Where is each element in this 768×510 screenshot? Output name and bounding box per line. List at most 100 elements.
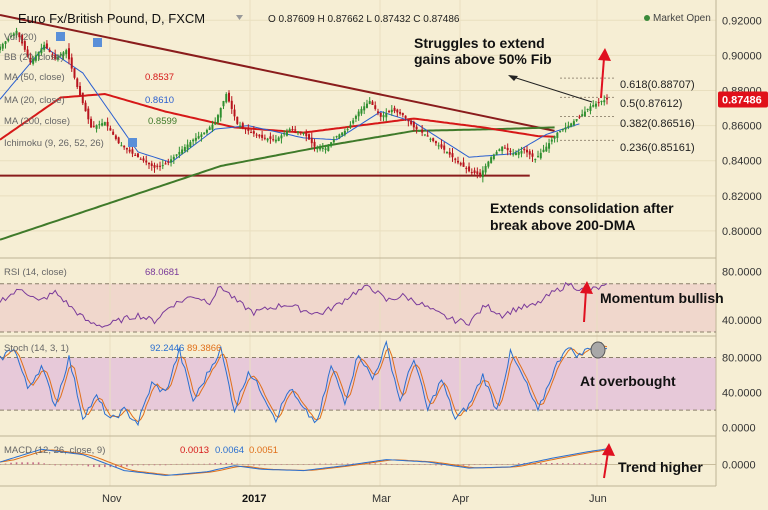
macd-histogram-bar bbox=[43, 463, 45, 465]
price-axis: 0.920000.900000.880000.860000.840000.820… bbox=[722, 15, 762, 471]
macd-histogram-bar bbox=[131, 464, 134, 466]
macd-histogram-bar bbox=[32, 462, 34, 465]
macd-histogram-bar bbox=[164, 464, 167, 466]
legend-ichimoku[interactable]: Ichimoku (9, 26, 52, 26) bbox=[4, 138, 104, 149]
symbol-dropdown-icon[interactable] bbox=[236, 15, 243, 20]
legend-vol[interactable]: Vol (20) bbox=[4, 32, 37, 43]
candle-body bbox=[581, 114, 584, 117]
candle-body bbox=[255, 134, 258, 136]
macd-histogram-bar bbox=[462, 464, 465, 466]
legend-stoch[interactable]: Stoch (14, 3, 1) bbox=[4, 343, 69, 354]
macd-histogram-bar bbox=[578, 463, 581, 465]
annotation-trend: Trend higher bbox=[618, 459, 703, 475]
candle-body bbox=[390, 109, 393, 113]
last-price-label: 0.87486 bbox=[722, 95, 762, 107]
macd-histogram-bar bbox=[175, 463, 178, 465]
macd-histogram-bar bbox=[286, 464, 288, 465]
annotation-overbought: At overbought bbox=[580, 373, 676, 389]
macd-histogram-bar bbox=[126, 464, 128, 467]
candle-body bbox=[324, 148, 327, 150]
candle-body bbox=[15, 30, 18, 36]
legend-ma20[interactable]: MA (20, close) bbox=[4, 95, 65, 106]
macd-histogram-bar bbox=[429, 464, 432, 466]
macd-histogram-bar bbox=[203, 463, 205, 465]
legend-ma20-value: 0.8610 bbox=[145, 95, 174, 106]
candle-body bbox=[517, 151, 520, 155]
candle-body bbox=[296, 131, 299, 133]
time-tick-label: 2017 bbox=[242, 493, 266, 505]
candle-body bbox=[305, 132, 308, 137]
legend-ma50[interactable]: MA (50, close) bbox=[4, 72, 65, 83]
rsi-plot bbox=[0, 281, 608, 328]
candle-body bbox=[125, 147, 128, 150]
candle-body bbox=[92, 125, 95, 127]
macd-histogram-bar bbox=[435, 464, 437, 466]
macd-histogram-bar bbox=[253, 464, 255, 466]
settings-gear-icon[interactable] bbox=[93, 38, 102, 47]
market-status: Market Open bbox=[653, 13, 711, 24]
candle-body bbox=[492, 154, 495, 160]
macd-histogram-bar bbox=[225, 462, 228, 465]
candle-body bbox=[197, 136, 200, 139]
stoch-tick-label: 80.0000 bbox=[722, 353, 762, 365]
candle-body bbox=[559, 130, 562, 132]
candle-body bbox=[79, 86, 82, 96]
settings-gear-icon[interactable] bbox=[56, 32, 65, 41]
candle-body bbox=[261, 134, 264, 138]
candle-body bbox=[29, 57, 32, 63]
candle-body bbox=[65, 50, 68, 55]
candle-body bbox=[363, 106, 366, 111]
macd-histogram-bar bbox=[21, 462, 23, 465]
legend-macd[interactable]: MACD (12, 26, close, 9) bbox=[4, 445, 105, 456]
candle-body bbox=[153, 165, 156, 168]
stoch-d-line bbox=[0, 344, 608, 423]
macd-histogram-bar bbox=[192, 463, 194, 465]
candle-body bbox=[567, 125, 570, 128]
candle-body bbox=[396, 109, 399, 113]
legend-macd-hist: 0.0013 bbox=[180, 445, 209, 456]
macd-histogram-bar bbox=[120, 464, 123, 468]
macd-histogram-bar bbox=[341, 463, 343, 465]
legend-bb[interactable]: BB (20, close) bbox=[4, 52, 64, 63]
macd-histogram-bar bbox=[584, 463, 586, 465]
candle-body bbox=[145, 160, 148, 163]
time-tick-label: Nov bbox=[102, 493, 122, 505]
candle-body bbox=[150, 163, 153, 166]
candle-body bbox=[487, 161, 490, 167]
stoch-plot bbox=[0, 339, 608, 427]
market-status-dot-icon bbox=[644, 15, 650, 21]
settings-gear-icon[interactable] bbox=[128, 138, 137, 147]
macd-histogram-bar bbox=[137, 464, 139, 466]
macd-histogram-bar bbox=[534, 463, 537, 465]
red-arrows bbox=[580, 48, 615, 479]
overbought-marker-icon bbox=[590, 341, 606, 359]
legend-rsi[interactable]: RSI (14, close) bbox=[4, 267, 67, 278]
candle-body bbox=[26, 49, 29, 57]
candle-body bbox=[578, 116, 581, 118]
candle-body bbox=[506, 147, 509, 151]
candle-body bbox=[106, 121, 109, 127]
candle-body bbox=[332, 139, 335, 143]
macd-histogram-bar bbox=[457, 464, 459, 466]
macd-histogram-bar bbox=[181, 463, 183, 465]
legend-ma200-value: 0.8599 bbox=[148, 116, 177, 127]
candle-body bbox=[241, 123, 244, 128]
macd-histogram-bar bbox=[374, 463, 377, 465]
macd-histogram-bar bbox=[98, 464, 101, 468]
candle-body bbox=[117, 137, 120, 144]
legend-ma200[interactable]: MA (200, close) bbox=[4, 116, 70, 127]
macd-histogram-bar bbox=[302, 464, 305, 465]
macd-histogram-bar bbox=[70, 464, 73, 466]
candle-body bbox=[84, 102, 87, 112]
legend-macd-signal: 0.0051 bbox=[249, 445, 278, 456]
candle-body bbox=[426, 135, 429, 137]
candle-body bbox=[299, 131, 302, 133]
macd-histogram-bar bbox=[484, 464, 487, 465]
candle-body bbox=[250, 132, 253, 134]
candle-body bbox=[62, 52, 65, 56]
macd-histogram-bar bbox=[506, 464, 509, 465]
macd-histogram-bar bbox=[87, 464, 90, 467]
candle-body bbox=[498, 149, 501, 151]
macd-histogram-bar bbox=[4, 463, 7, 465]
candle-body bbox=[445, 151, 448, 153]
